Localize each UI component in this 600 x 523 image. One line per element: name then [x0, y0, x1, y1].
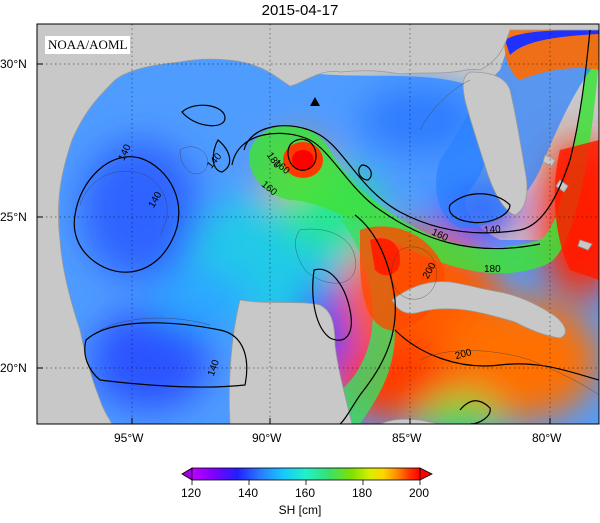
lat-tick-label: 30°N [0, 57, 27, 71]
contour-label: 180 [484, 264, 501, 275]
lon-tick-label: 95°W [114, 431, 144, 445]
colorbar-tick: 120 [181, 486, 201, 500]
axis-ticks [37, 63, 551, 424]
colorbar-label: SH [cm] [278, 503, 322, 517]
lat-tick-label: 20°N [0, 361, 27, 375]
colorbar-tick: 180 [352, 486, 372, 500]
credit-label: NOAA/AOML [45, 36, 131, 54]
colorbar: 120 140 160 180 200 [181, 467, 433, 500]
colorbar-tick: 200 [409, 486, 429, 500]
colorbar-tick: 140 [238, 486, 258, 500]
contour-label: 200 [454, 347, 473, 362]
contour-label: 140 [484, 224, 502, 236]
map-frame [36, 23, 600, 425]
contour-lines [73, 29, 599, 424]
graticule [37, 24, 599, 424]
lon-tick-label: 90°W [252, 431, 282, 445]
colorbar-tick: 160 [295, 486, 315, 500]
lon-tick-label: 80°W [532, 431, 562, 445]
triangle-marker [310, 97, 320, 106]
land-masses [37, 24, 599, 424]
lon-tick-label: 85°W [392, 431, 422, 445]
map-title: 2015-04-17 [261, 2, 339, 19]
lat-tick-label: 25°N [0, 210, 27, 224]
